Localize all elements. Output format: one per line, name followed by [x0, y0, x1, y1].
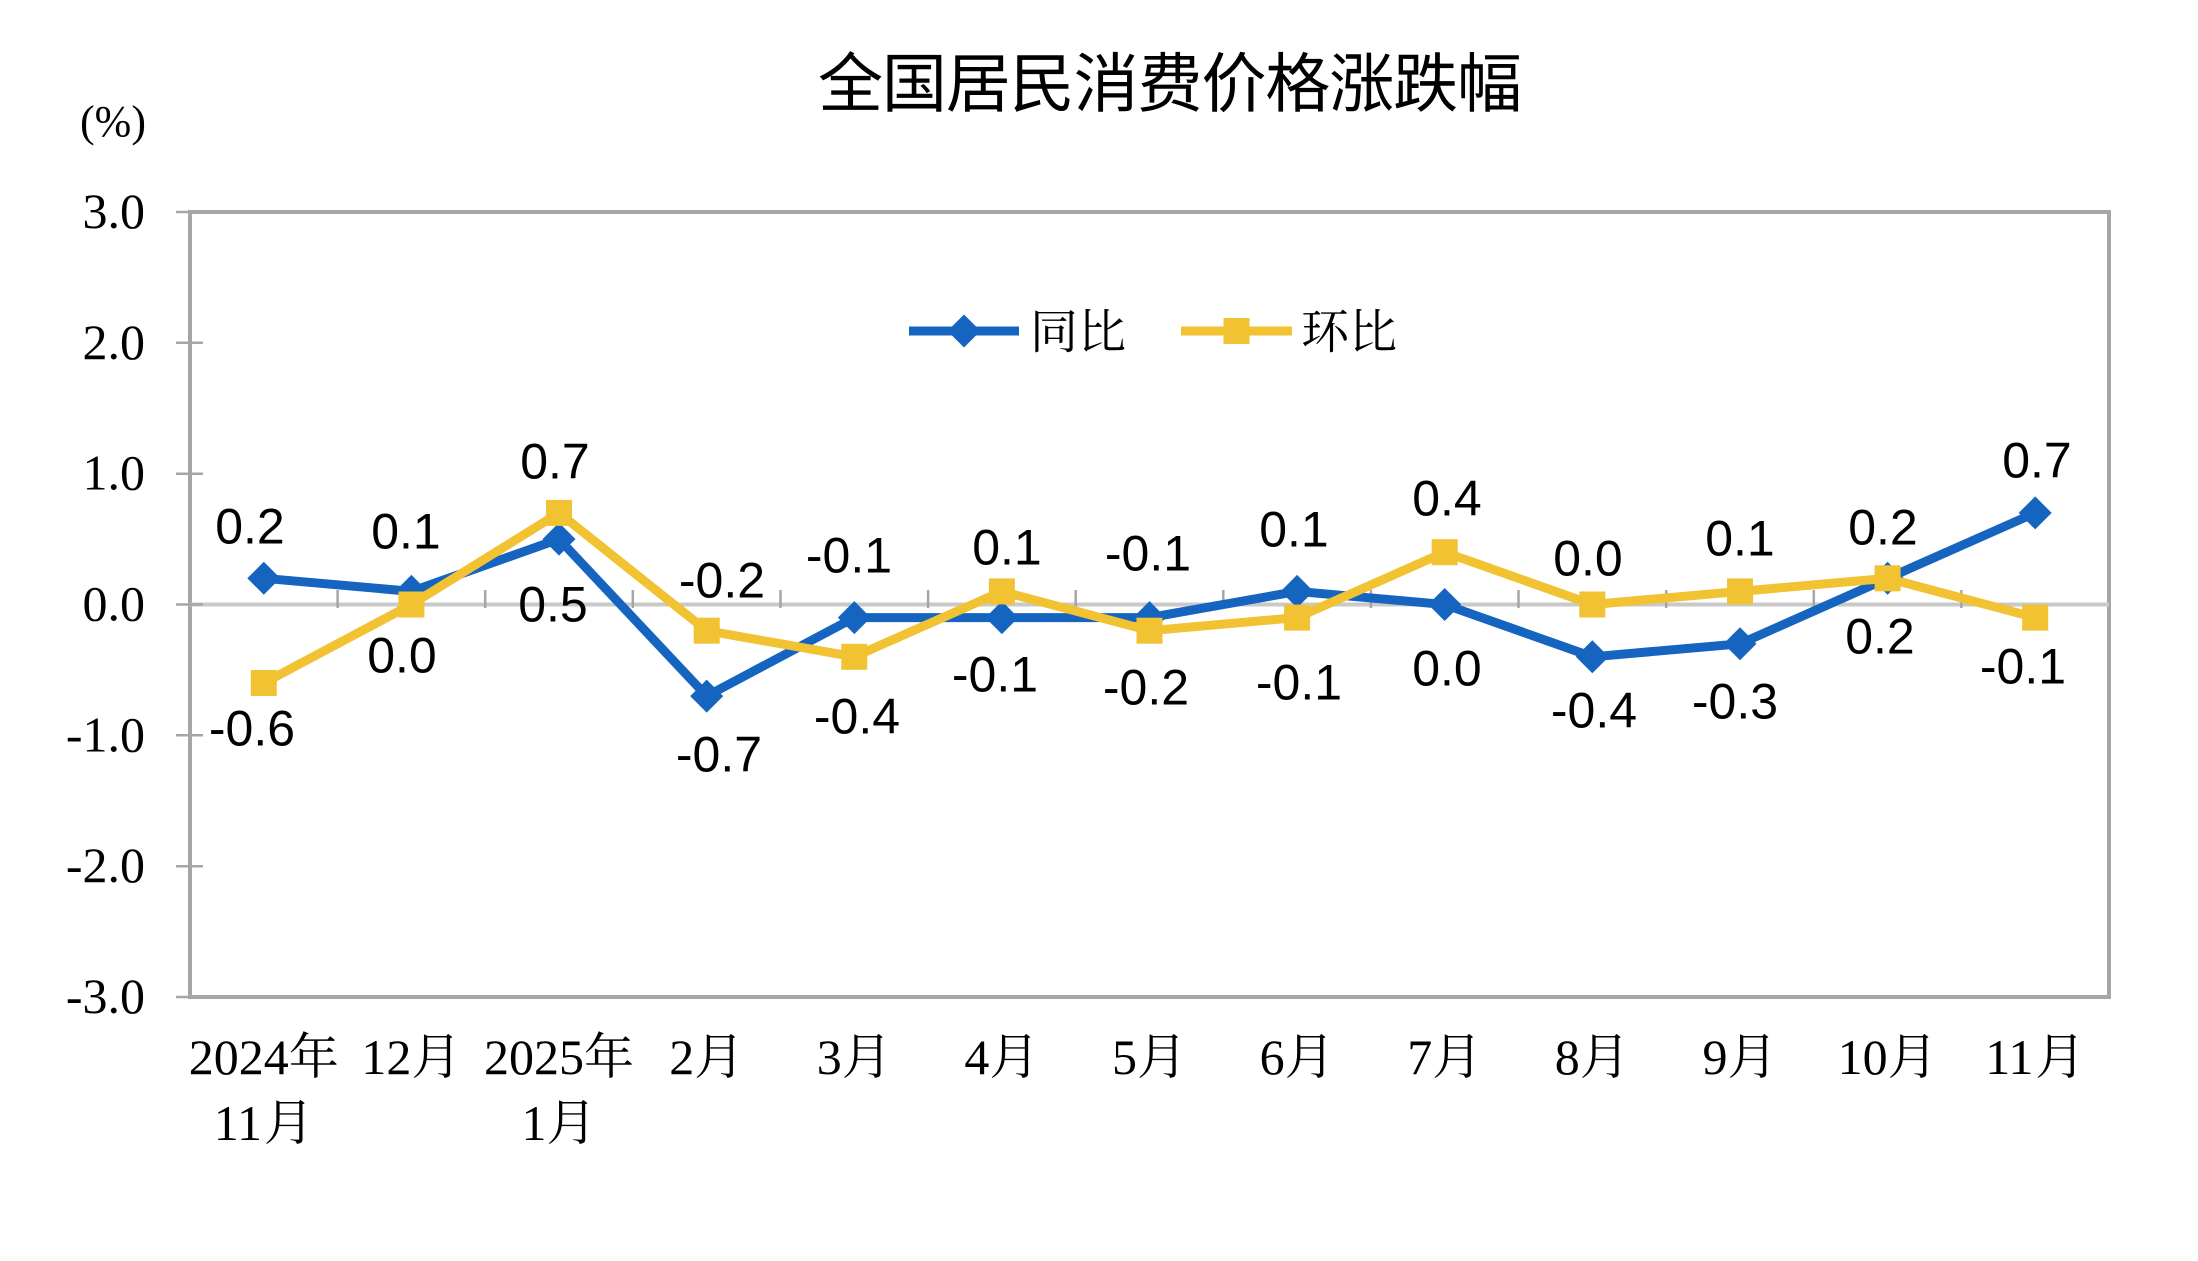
svg-text:0.2: 0.2 [215, 499, 285, 555]
svg-text:(%): (%) [80, 97, 146, 146]
svg-text:0.5: 0.5 [518, 577, 588, 633]
svg-text:0.0: 0.0 [1412, 641, 1482, 697]
svg-text:-0.4: -0.4 [1551, 683, 1637, 739]
svg-text:9: 9 [1703, 1029, 1728, 1085]
svg-text:0.1: 0.1 [371, 504, 441, 560]
svg-text:0.2: 0.2 [1848, 500, 1918, 556]
svg-text:4: 4 [964, 1029, 989, 1085]
svg-text:0.4: 0.4 [1412, 471, 1482, 527]
svg-text:0.0: 0.0 [367, 628, 437, 684]
svg-text:2025: 2025 [484, 1029, 584, 1085]
svg-text:-2.0: -2.0 [66, 837, 145, 893]
svg-text:3: 3 [817, 1029, 842, 1085]
svg-text:3.0: 3.0 [83, 183, 146, 239]
svg-text:1: 1 [522, 1095, 547, 1151]
svg-text:-0.1: -0.1 [952, 647, 1038, 703]
svg-text:-3.0: -3.0 [66, 968, 145, 1024]
svg-text:-0.7: -0.7 [676, 727, 762, 783]
svg-text:11: 11 [214, 1095, 262, 1151]
svg-text:0.7: 0.7 [520, 434, 590, 490]
svg-text:-0.6: -0.6 [209, 701, 295, 757]
svg-text:-0.1: -0.1 [1105, 526, 1191, 582]
svg-text:0.2: 0.2 [1845, 609, 1915, 665]
svg-text:2024: 2024 [189, 1029, 289, 1085]
svg-text:-1.0: -1.0 [66, 706, 145, 762]
svg-text:0.1: 0.1 [972, 520, 1042, 576]
svg-text:12: 12 [361, 1029, 411, 1085]
svg-text:-0.2: -0.2 [1103, 660, 1189, 716]
svg-text:2.0: 2.0 [83, 314, 146, 370]
svg-text:-0.2: -0.2 [679, 553, 765, 609]
svg-text:-0.1: -0.1 [806, 528, 892, 584]
svg-text:-0.1: -0.1 [1980, 639, 2066, 695]
svg-text:6: 6 [1260, 1029, 1285, 1085]
svg-text:0.0: 0.0 [1553, 531, 1623, 587]
svg-text:2: 2 [669, 1029, 694, 1085]
svg-text:0.1: 0.1 [1259, 502, 1329, 558]
svg-text:-0.3: -0.3 [1692, 674, 1778, 730]
svg-text:-0.4: -0.4 [814, 689, 900, 745]
svg-text:10: 10 [1838, 1029, 1888, 1085]
svg-text:0.1: 0.1 [1705, 511, 1775, 567]
svg-text:0.7: 0.7 [2002, 433, 2072, 489]
svg-text:0.0: 0.0 [83, 576, 146, 632]
svg-text:-0.1: -0.1 [1256, 655, 1342, 711]
svg-text:1.0: 1.0 [83, 445, 146, 501]
svg-text:7: 7 [1407, 1029, 1432, 1085]
svg-text:11: 11 [1985, 1029, 2033, 1085]
svg-text:8: 8 [1555, 1029, 1580, 1085]
svg-text:5: 5 [1112, 1029, 1137, 1085]
